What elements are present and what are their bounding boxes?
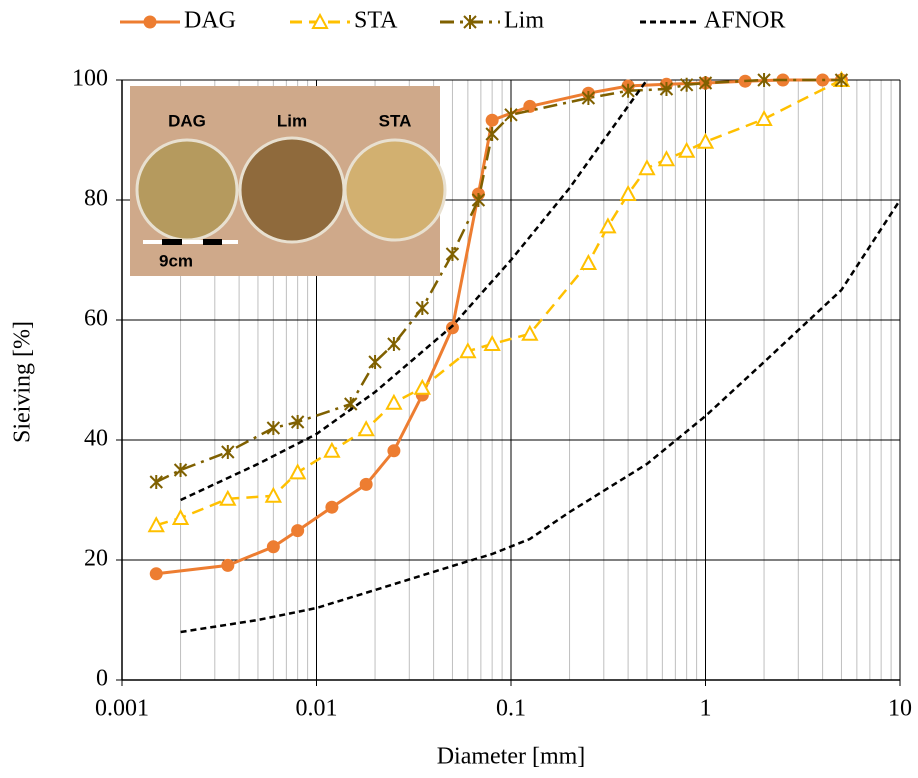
marker <box>459 342 477 359</box>
marker <box>173 463 188 477</box>
marker <box>621 83 635 98</box>
marker <box>471 193 486 207</box>
marker <box>288 463 307 480</box>
sample-dag <box>135 138 239 242</box>
marker <box>387 444 401 458</box>
marker <box>221 558 235 572</box>
plot <box>147 70 902 634</box>
marker <box>171 508 190 525</box>
photo-label: Lim <box>277 111 307 130</box>
x-axis-title: Diameter [mm] <box>437 744 586 770</box>
marker <box>325 500 339 514</box>
marker <box>149 567 163 581</box>
inset-photo: DAG Lim STA 9cm <box>130 86 447 276</box>
marker <box>657 150 676 167</box>
marker <box>290 415 305 429</box>
marker <box>757 73 771 87</box>
marker <box>581 91 596 105</box>
y-axis-title: Sieiving [%] <box>10 321 36 443</box>
marker <box>445 247 460 261</box>
x-tick-label: 0.1 <box>496 696 526 722</box>
legend-label: AFNOR <box>704 8 785 34</box>
sample-lim <box>238 136 346 244</box>
marker <box>834 73 849 87</box>
x-tick-label: 0.01 <box>296 696 338 722</box>
sample-sta <box>343 138 447 242</box>
marker <box>387 337 401 351</box>
marker <box>677 141 696 158</box>
marker <box>357 420 375 437</box>
y-tick-label: 60 <box>84 306 108 332</box>
marker <box>485 127 499 141</box>
legend-marker <box>463 15 477 29</box>
marker <box>579 253 598 270</box>
series-line <box>156 78 842 576</box>
marker <box>385 393 403 410</box>
marker <box>323 441 341 458</box>
marker <box>149 475 163 489</box>
marker <box>523 99 537 113</box>
legend-label: DAG <box>184 8 236 34</box>
y-tick-label: 20 <box>84 546 108 572</box>
legend-label: Lim <box>504 8 544 34</box>
marker <box>659 82 674 96</box>
marker <box>599 217 617 234</box>
marker <box>638 159 656 176</box>
marker <box>413 378 431 395</box>
marker <box>445 321 459 335</box>
marker <box>696 132 715 149</box>
x-tick-label: 10 <box>888 696 912 722</box>
marker <box>415 301 430 315</box>
marker <box>485 113 499 127</box>
x-tick-label: 1 <box>700 696 712 722</box>
y-tick-label: 100 <box>72 66 108 92</box>
photo-label: STA <box>379 111 412 130</box>
photo-label: DAG <box>168 111 206 130</box>
marker <box>359 477 373 491</box>
legend-marker <box>311 12 329 29</box>
y-tick-label: 0 <box>96 666 108 692</box>
series-line <box>180 79 902 634</box>
marker <box>147 516 165 533</box>
marker <box>504 107 518 122</box>
marker <box>521 324 539 341</box>
y-tick-label: 40 <box>84 426 108 452</box>
marker <box>755 109 773 126</box>
legend-marker <box>143 15 157 29</box>
marker <box>266 421 281 435</box>
marker <box>368 355 382 369</box>
marker <box>698 76 713 90</box>
marker <box>266 540 280 554</box>
marker <box>264 486 283 503</box>
x-tick-label: 0.001 <box>95 696 149 722</box>
marker <box>619 184 637 201</box>
marker <box>219 489 237 506</box>
marker <box>221 445 235 459</box>
marker <box>291 524 305 538</box>
y-tick-label: 80 <box>84 186 108 212</box>
legend-label: STA <box>354 8 398 34</box>
marker <box>679 77 694 92</box>
marker <box>483 334 501 351</box>
photo-scale-label: 9cm <box>159 251 193 270</box>
